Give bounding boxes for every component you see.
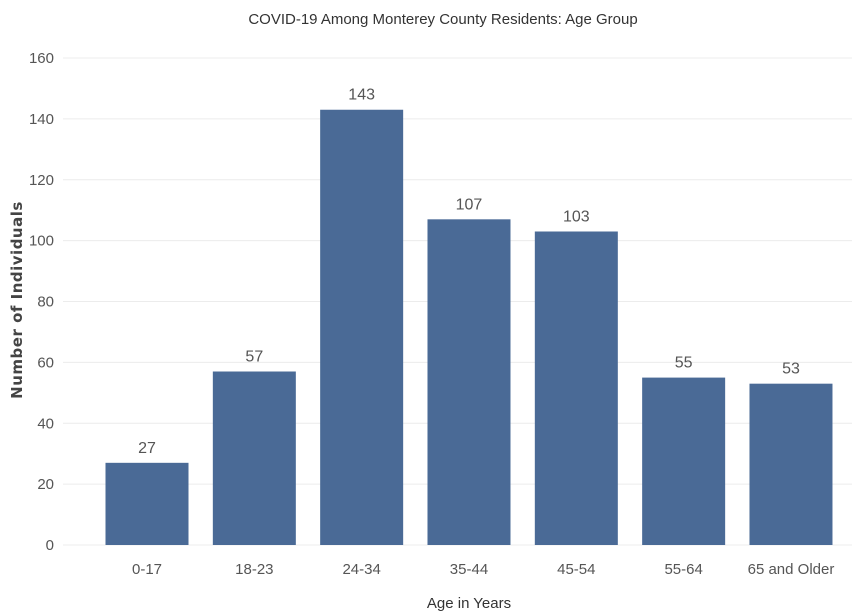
bar-18-23: [212, 371, 296, 545]
bar-35-44: [427, 219, 511, 545]
bar-55-64: [642, 377, 726, 545]
x-axis-ticks: 0-17 18-23 24-34 35-44 45-54 55-64 65 and Olde…: [132, 561, 834, 578]
y-tick-label: 140: [29, 111, 54, 128]
y-axis-label: Number of Individuals: [8, 201, 26, 399]
x-tick-label: 18-23: [235, 561, 273, 578]
y-axis-ticks: 0 20 40 60 80 100 120 140 160: [29, 50, 54, 554]
data-label: 53: [782, 361, 800, 378]
data-label: 103: [563, 208, 590, 225]
x-tick-label: 24-34: [342, 561, 380, 578]
x-axis-label: Age in Years: [427, 595, 511, 612]
bar-24-34: [320, 109, 404, 546]
bar-65-and-older: [749, 383, 833, 545]
y-tick-label: 120: [29, 172, 54, 189]
chart-title: COVID-19 Among Monterey County Residents…: [248, 11, 637, 28]
y-tick-label: 20: [37, 476, 54, 493]
y-tick-label: 80: [37, 294, 54, 311]
y-tick-label: 60: [37, 354, 54, 371]
data-label: 107: [456, 196, 483, 213]
y-tick-label: 40: [37, 415, 54, 432]
bar-0-17: [105, 462, 189, 545]
bars: [105, 109, 833, 546]
y-tick-label: 100: [29, 233, 54, 250]
data-labels: 27 57 143 107 103 55 53: [138, 87, 800, 457]
data-label: 27: [138, 440, 156, 457]
y-tick-label: 0: [46, 537, 54, 554]
x-tick-label: 65 and Older: [748, 561, 835, 578]
data-label: 57: [245, 349, 263, 366]
x-tick-label: 0-17: [132, 561, 162, 578]
x-tick-label: 35-44: [450, 561, 488, 578]
data-label: 55: [675, 355, 693, 372]
data-label: 143: [348, 87, 375, 104]
x-tick-label: 55-64: [664, 561, 702, 578]
x-tick-label: 45-54: [557, 561, 595, 578]
bar-45-54: [534, 231, 618, 545]
y-tick-label: 160: [29, 50, 54, 67]
